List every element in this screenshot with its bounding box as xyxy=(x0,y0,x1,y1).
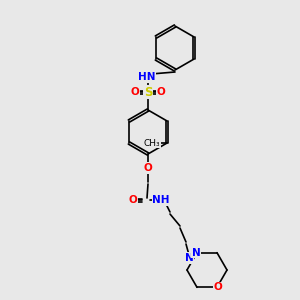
Text: S: S xyxy=(144,85,152,98)
Text: N: N xyxy=(184,253,194,263)
Text: NH: NH xyxy=(152,195,170,205)
Text: O: O xyxy=(130,87,140,97)
Text: N: N xyxy=(192,248,200,258)
Text: O: O xyxy=(129,195,137,205)
Text: O: O xyxy=(144,163,152,173)
Text: HN: HN xyxy=(138,72,156,82)
Text: O: O xyxy=(157,87,165,97)
Text: CH₃: CH₃ xyxy=(144,139,160,148)
Text: O: O xyxy=(214,282,222,292)
